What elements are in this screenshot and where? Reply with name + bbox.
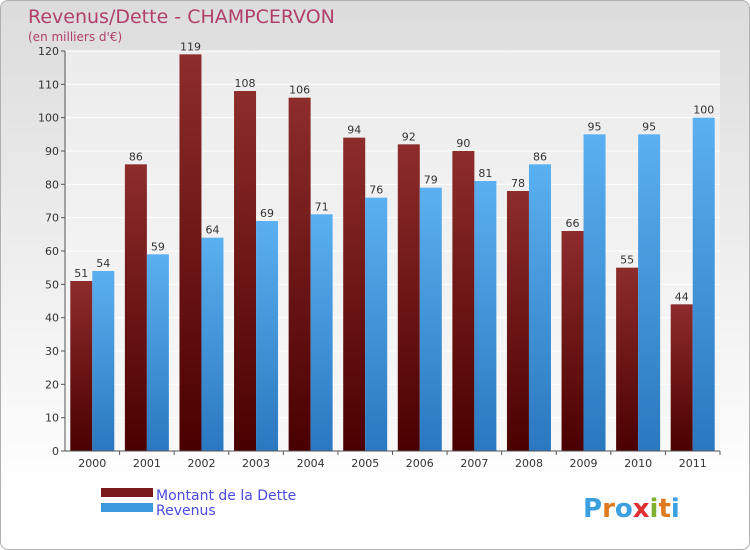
y-tick-label: 120 — [38, 45, 59, 58]
data-label-revenus-2008: 86 — [533, 150, 547, 163]
bar-revenus-2001 — [146, 254, 169, 451]
data-label-revenus-2007: 81 — [478, 167, 492, 180]
x-tick-label: 2008 — [515, 457, 543, 470]
x-tick-label: 2010 — [624, 457, 652, 470]
x-tick-label: 2004 — [297, 457, 325, 470]
data-label-revenus-2002: 64 — [205, 224, 219, 237]
data-label-revenus-2010: 95 — [642, 120, 656, 133]
logo-letter: P — [583, 494, 602, 524]
x-tick-label: 2003 — [242, 457, 270, 470]
logo-letter: i — [671, 494, 680, 524]
logo-letter: t — [658, 494, 670, 524]
bar-revenus-2000 — [92, 271, 115, 451]
data-label-revenus-2004: 71 — [315, 200, 329, 213]
y-tick-label: 10 — [45, 412, 59, 425]
bar-revenus-2006 — [419, 187, 442, 451]
data-label-dette-2003: 108 — [235, 77, 256, 90]
bar-revenus-2010 — [638, 134, 661, 452]
bar-revenus-2003 — [256, 221, 279, 451]
legend-label-dette: Montant de la Dette — [156, 488, 296, 504]
data-label-revenus-2005: 76 — [369, 184, 383, 197]
bar-revenus-2011 — [692, 117, 715, 452]
legend-swatch-revenus — [101, 503, 153, 512]
data-label-revenus-2006: 79 — [424, 174, 438, 187]
y-tick-label: 100 — [38, 112, 59, 125]
y-axis: 0 10 20 30 40 50 60 70 80 90 100 110 120 — [38, 45, 66, 458]
bar-dette-2011 — [670, 304, 693, 451]
x-tick-label: 2007 — [460, 457, 488, 470]
bar-dette-2008 — [506, 191, 529, 451]
x-tick-label: 2005 — [351, 457, 379, 470]
data-label-revenus-2009: 95 — [588, 120, 602, 133]
chart-title: Revenus/Dette - CHAMPCERVON — [28, 6, 335, 28]
bar-dette-2007 — [452, 151, 475, 451]
bar-dette-2002 — [179, 54, 202, 451]
data-label-dette-2010: 55 — [620, 254, 634, 267]
bar-revenus-2008 — [528, 164, 551, 452]
y-tick-label: 30 — [45, 345, 59, 358]
data-label-revenus-2011: 100 — [693, 104, 714, 117]
y-tick-label: 60 — [45, 245, 59, 258]
x-tick-label: 2006 — [406, 457, 434, 470]
bar-dette-2001 — [124, 164, 147, 452]
x-tick-label: 2009 — [570, 457, 598, 470]
data-label-dette-2008: 78 — [511, 177, 525, 190]
data-label-dette-2009: 66 — [566, 217, 580, 230]
y-tick-label: 0 — [52, 445, 59, 458]
y-tick-label: 110 — [38, 78, 59, 91]
legend: Montant de la Dette Revenus — [101, 488, 296, 519]
y-tick-label: 20 — [45, 378, 59, 391]
bar-dette-2006 — [397, 144, 420, 452]
grid-lines — [65, 50, 720, 452]
y-tick-label: 70 — [45, 212, 59, 225]
logo-letter: x — [633, 494, 650, 524]
data-label-dette-2005: 94 — [347, 124, 361, 137]
logo-letter: o — [615, 494, 633, 524]
bar-dette-2010 — [616, 267, 639, 451]
logo-letter: r — [602, 494, 615, 524]
legend-label-revenus: Revenus — [156, 503, 216, 519]
bar-dette-2003 — [234, 91, 257, 451]
bar-dette-2009 — [561, 231, 584, 451]
data-label-dette-2006: 92 — [402, 130, 416, 143]
proxiti-logo: Proxiti — [583, 494, 680, 524]
x-tick-label: 2011 — [679, 457, 707, 470]
data-label-dette-2001: 86 — [129, 150, 143, 163]
data-label-revenus-2003: 69 — [260, 207, 274, 220]
bar-revenus-2004 — [310, 214, 333, 451]
data-label-dette-2000: 51 — [74, 267, 88, 280]
x-axis: 2000 2001 2002 2003 2004 2005 2006 2007 2008 2009… — [65, 450, 721, 470]
bar-dette-2005 — [343, 137, 366, 451]
x-tick-label: 2001 — [133, 457, 161, 470]
y-tick-label: 50 — [45, 278, 59, 291]
chart-subtitle: (en milliers d'€) — [28, 30, 122, 44]
data-label-dette-2002: 119 — [180, 40, 201, 53]
data-label-dette-2004: 106 — [289, 84, 310, 97]
data-label-dette-2011: 44 — [675, 290, 689, 303]
y-tick-label: 90 — [45, 145, 59, 158]
x-tick-label: 2002 — [187, 457, 215, 470]
data-label-revenus-2001: 59 — [151, 240, 165, 253]
legend-swatch-dette — [101, 488, 153, 497]
data-label-revenus-2000: 54 — [96, 257, 110, 270]
x-tick-label: 2000 — [78, 457, 106, 470]
bar-dette-2004 — [288, 97, 311, 452]
bar-revenus-2009 — [583, 134, 606, 452]
y-tick-label: 80 — [45, 178, 59, 191]
bar-dette-2000 — [70, 281, 93, 451]
data-label-dette-2007: 90 — [456, 137, 470, 150]
bar-revenus-2007 — [474, 181, 497, 451]
logo-letter: i — [650, 494, 659, 524]
bar-revenus-2005 — [365, 197, 388, 451]
bars: 51 54 86 59 119 64 108 69 106 71 94 76 92 79 90 81 78 86 6… — [70, 40, 715, 452]
y-tick-label: 40 — [45, 312, 59, 325]
bar-revenus-2002 — [201, 237, 224, 451]
